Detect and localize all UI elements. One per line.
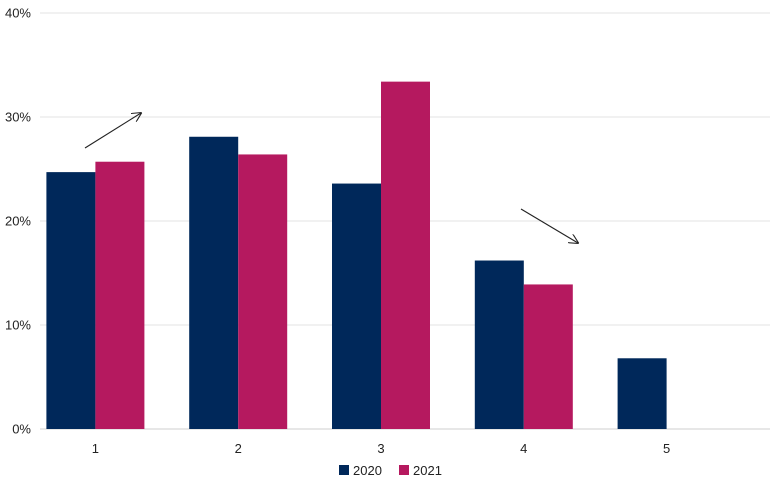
- y-tick-label: 40%: [5, 6, 31, 21]
- bar-2020-1: [46, 172, 96, 429]
- x-tick-label: 1: [92, 441, 99, 456]
- bars: [46, 81, 667, 429]
- bar-2020-4: [474, 260, 524, 429]
- bar-2020-2: [189, 136, 239, 429]
- x-axis-tick-labels: 1 2 3 4 5: [92, 441, 670, 456]
- y-tick-label: 0%: [12, 422, 31, 437]
- legend-swatch-2021: [399, 465, 409, 475]
- bar-2020-3: [332, 183, 381, 429]
- y-tick-label: 30%: [5, 110, 31, 125]
- legend-label-2020: 2020: [353, 463, 382, 478]
- bar-2020-5: [617, 358, 667, 429]
- x-tick-label: 5: [663, 441, 670, 456]
- annotations: [84, 113, 578, 243]
- y-axis-tick-labels: 0% 10% 20% 30% 40%: [5, 6, 31, 437]
- legend-label-2021: 2021: [413, 463, 442, 478]
- x-tick-label: 2: [235, 441, 242, 456]
- trend-arrow-up: [84, 113, 141, 149]
- x-tick-label: 4: [520, 441, 527, 456]
- y-tick-label: 20%: [5, 214, 31, 229]
- x-tick-label: 3: [377, 441, 384, 456]
- bar-2021-3: [381, 81, 430, 429]
- legend-swatch-2020: [339, 465, 349, 475]
- trend-arrow-down: [520, 208, 578, 243]
- bar-2021-2: [238, 154, 288, 429]
- bar-2021-4: [523, 284, 573, 429]
- legend: 2020 2021: [339, 463, 442, 478]
- y-tick-label: 10%: [5, 318, 31, 333]
- bar-2021-1: [95, 161, 145, 429]
